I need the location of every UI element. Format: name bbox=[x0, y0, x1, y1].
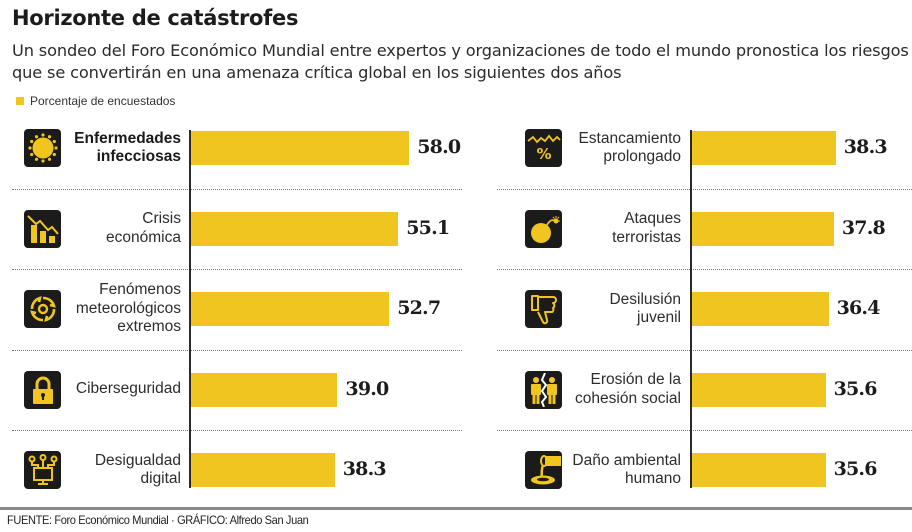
row-separator bbox=[12, 430, 462, 431]
category-label-line: Enfermedades bbox=[74, 129, 181, 147]
bar-row: Crisis económica 55.1 bbox=[0, 193, 470, 273]
legend-swatch bbox=[16, 97, 24, 105]
category-label-line: juvenil bbox=[637, 309, 681, 326]
data-label: 36.4 bbox=[836, 297, 881, 319]
bar bbox=[691, 211, 834, 246]
spill-icon bbox=[525, 451, 562, 489]
computer-network-icon bbox=[24, 451, 61, 489]
percent-stagnation-icon: % bbox=[525, 129, 562, 167]
category-label: Ciberseguridad bbox=[76, 361, 181, 419]
category-label: Enfermedades infecciosas bbox=[74, 119, 181, 177]
category-label-line: Ataques bbox=[624, 210, 681, 227]
category-label-line: Fenómenos bbox=[99, 281, 181, 299]
data-label: 37.8 bbox=[841, 216, 886, 239]
bar-row: % Estancamiento prolongado 38.3 bbox=[490, 112, 912, 192]
data-label: 35.6 bbox=[833, 377, 878, 400]
thumbs-down-icon bbox=[525, 290, 562, 328]
data-label: 55.1 bbox=[406, 216, 450, 239]
category-label-line: Desilusión bbox=[609, 290, 681, 308]
row-separator bbox=[497, 269, 912, 270]
category-label-line: Erosión de la bbox=[590, 371, 681, 388]
category-label: Ataques terroristas bbox=[612, 200, 681, 258]
data-label: 58.0 bbox=[417, 136, 461, 158]
chart-subtitle: Un sondeo del Foro Económico Mundial ent… bbox=[12, 41, 909, 82]
category-label-line: económica bbox=[106, 228, 181, 246]
right-chart-panel: % Estancamiento prolongado 38.3 Ataques terro… bbox=[490, 112, 912, 496]
category-label: Daño ambiental humano bbox=[572, 441, 681, 499]
category-label: Desilusión juvenil bbox=[609, 280, 681, 338]
bar bbox=[190, 211, 399, 246]
data-label: 52.7 bbox=[397, 297, 441, 319]
virus-icon bbox=[24, 129, 61, 167]
row-separator bbox=[12, 349, 462, 351]
category-label-line: digital bbox=[140, 470, 182, 487]
category-label-line: terroristas bbox=[612, 228, 681, 246]
bar-row: Fenómenos meteorológicos extremos 52.7 bbox=[0, 273, 470, 353]
category-label-line: infecciosas bbox=[96, 148, 181, 165]
bar-row: Desigualdad digital 38.3 bbox=[0, 434, 470, 514]
category-label-line: cohesión social bbox=[575, 389, 681, 407]
row-separator bbox=[12, 188, 462, 190]
bar bbox=[691, 453, 826, 487]
y-axis-line bbox=[690, 130, 692, 488]
row-separator bbox=[497, 349, 912, 351]
category-label-line: humano bbox=[624, 470, 681, 487]
bar-row: Daño ambiental humano 35.6 bbox=[490, 434, 912, 514]
padlock-icon bbox=[24, 370, 61, 409]
bar bbox=[190, 292, 390, 326]
data-label: 38.3 bbox=[342, 458, 387, 480]
svg-text:%: % bbox=[536, 145, 551, 163]
bar-row: Enfermedades infecciosas 58.0 bbox=[0, 112, 470, 192]
chart-title: Horizonte de catástrofes bbox=[12, 6, 299, 30]
row-separator bbox=[497, 430, 912, 431]
category-label-line: Crisis bbox=[142, 210, 181, 227]
category-label-line: meteorológicos bbox=[75, 299, 181, 317]
bar bbox=[190, 453, 335, 487]
category-label: Estancamiento prolongado bbox=[578, 119, 681, 177]
bar-row: Ciberseguridad 39.0 bbox=[0, 354, 470, 434]
hurricane-icon bbox=[24, 290, 61, 328]
bar bbox=[190, 131, 410, 165]
y-axis-line bbox=[189, 130, 191, 488]
bomb-icon bbox=[525, 209, 562, 248]
bar bbox=[691, 131, 836, 165]
category-label: Fenómenos meteorológicos extremos bbox=[76, 280, 181, 338]
data-label: 38.3 bbox=[843, 136, 888, 158]
row-separator bbox=[497, 188, 912, 190]
category-label-line: Desigualdad bbox=[94, 451, 181, 469]
data-label: 35.6 bbox=[833, 458, 878, 480]
bar bbox=[190, 372, 338, 407]
bar bbox=[691, 372, 826, 407]
bar-row: Ataques terroristas 37.8 bbox=[490, 193, 912, 273]
source-credit: FUENTE: Foro Económico Mundial · GRÁFICO… bbox=[7, 513, 309, 527]
category-label: Erosión de la cohesión social bbox=[575, 361, 681, 419]
left-chart-panel: Enfermedades infecciosas 58.0 Crisis económi… bbox=[0, 112, 470, 496]
category-label: Crisis económica bbox=[106, 200, 181, 258]
bar-row: Erosión de la cohesión social 35.6 bbox=[490, 354, 912, 434]
legend: Porcentaje de encuestados bbox=[16, 94, 175, 108]
legend-label: Porcentaje de encuestados bbox=[30, 94, 176, 108]
category-label-line: Daño ambiental bbox=[572, 451, 681, 469]
bar bbox=[691, 292, 829, 326]
footer-divider bbox=[0, 507, 912, 510]
economic-decline-icon bbox=[24, 209, 61, 248]
category-label-line: Ciberseguridad bbox=[75, 380, 181, 398]
category-label: Desigualdad digital bbox=[95, 441, 181, 499]
data-label: 39.0 bbox=[345, 377, 389, 400]
category-label-line: extremos bbox=[117, 318, 181, 336]
category-label-line: prolongado bbox=[603, 148, 681, 165]
row-separator bbox=[12, 269, 462, 270]
bar-row: Desilusión juvenil 36.4 bbox=[490, 273, 912, 353]
divided-people-icon bbox=[525, 370, 562, 409]
category-label-line: Estancamiento bbox=[578, 129, 681, 147]
